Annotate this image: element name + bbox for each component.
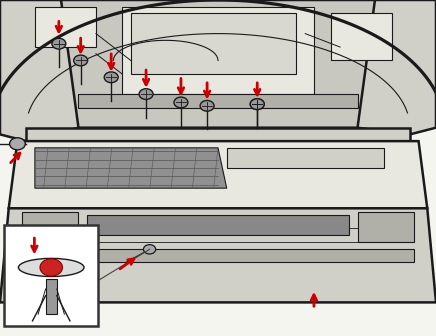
Circle shape (40, 259, 62, 276)
Polygon shape (122, 7, 314, 94)
Polygon shape (35, 7, 96, 47)
Circle shape (200, 100, 214, 111)
Polygon shape (227, 148, 384, 168)
Circle shape (250, 99, 264, 110)
Circle shape (74, 55, 88, 66)
Circle shape (139, 89, 153, 99)
Circle shape (10, 138, 25, 150)
Ellipse shape (18, 258, 84, 277)
Polygon shape (22, 212, 78, 242)
Polygon shape (22, 249, 414, 262)
Polygon shape (9, 141, 427, 208)
Circle shape (52, 38, 66, 49)
Polygon shape (349, 0, 436, 134)
Circle shape (104, 72, 118, 83)
Circle shape (143, 245, 156, 254)
Polygon shape (0, 0, 87, 141)
Polygon shape (0, 208, 436, 302)
Polygon shape (87, 215, 349, 235)
Polygon shape (61, 0, 375, 128)
Bar (46, 279, 57, 314)
Circle shape (174, 97, 188, 108)
Polygon shape (35, 148, 227, 188)
Polygon shape (26, 128, 410, 141)
FancyBboxPatch shape (4, 225, 98, 326)
Polygon shape (358, 212, 414, 242)
Circle shape (250, 99, 264, 110)
Polygon shape (331, 13, 392, 60)
Polygon shape (78, 94, 358, 108)
Polygon shape (131, 13, 296, 74)
